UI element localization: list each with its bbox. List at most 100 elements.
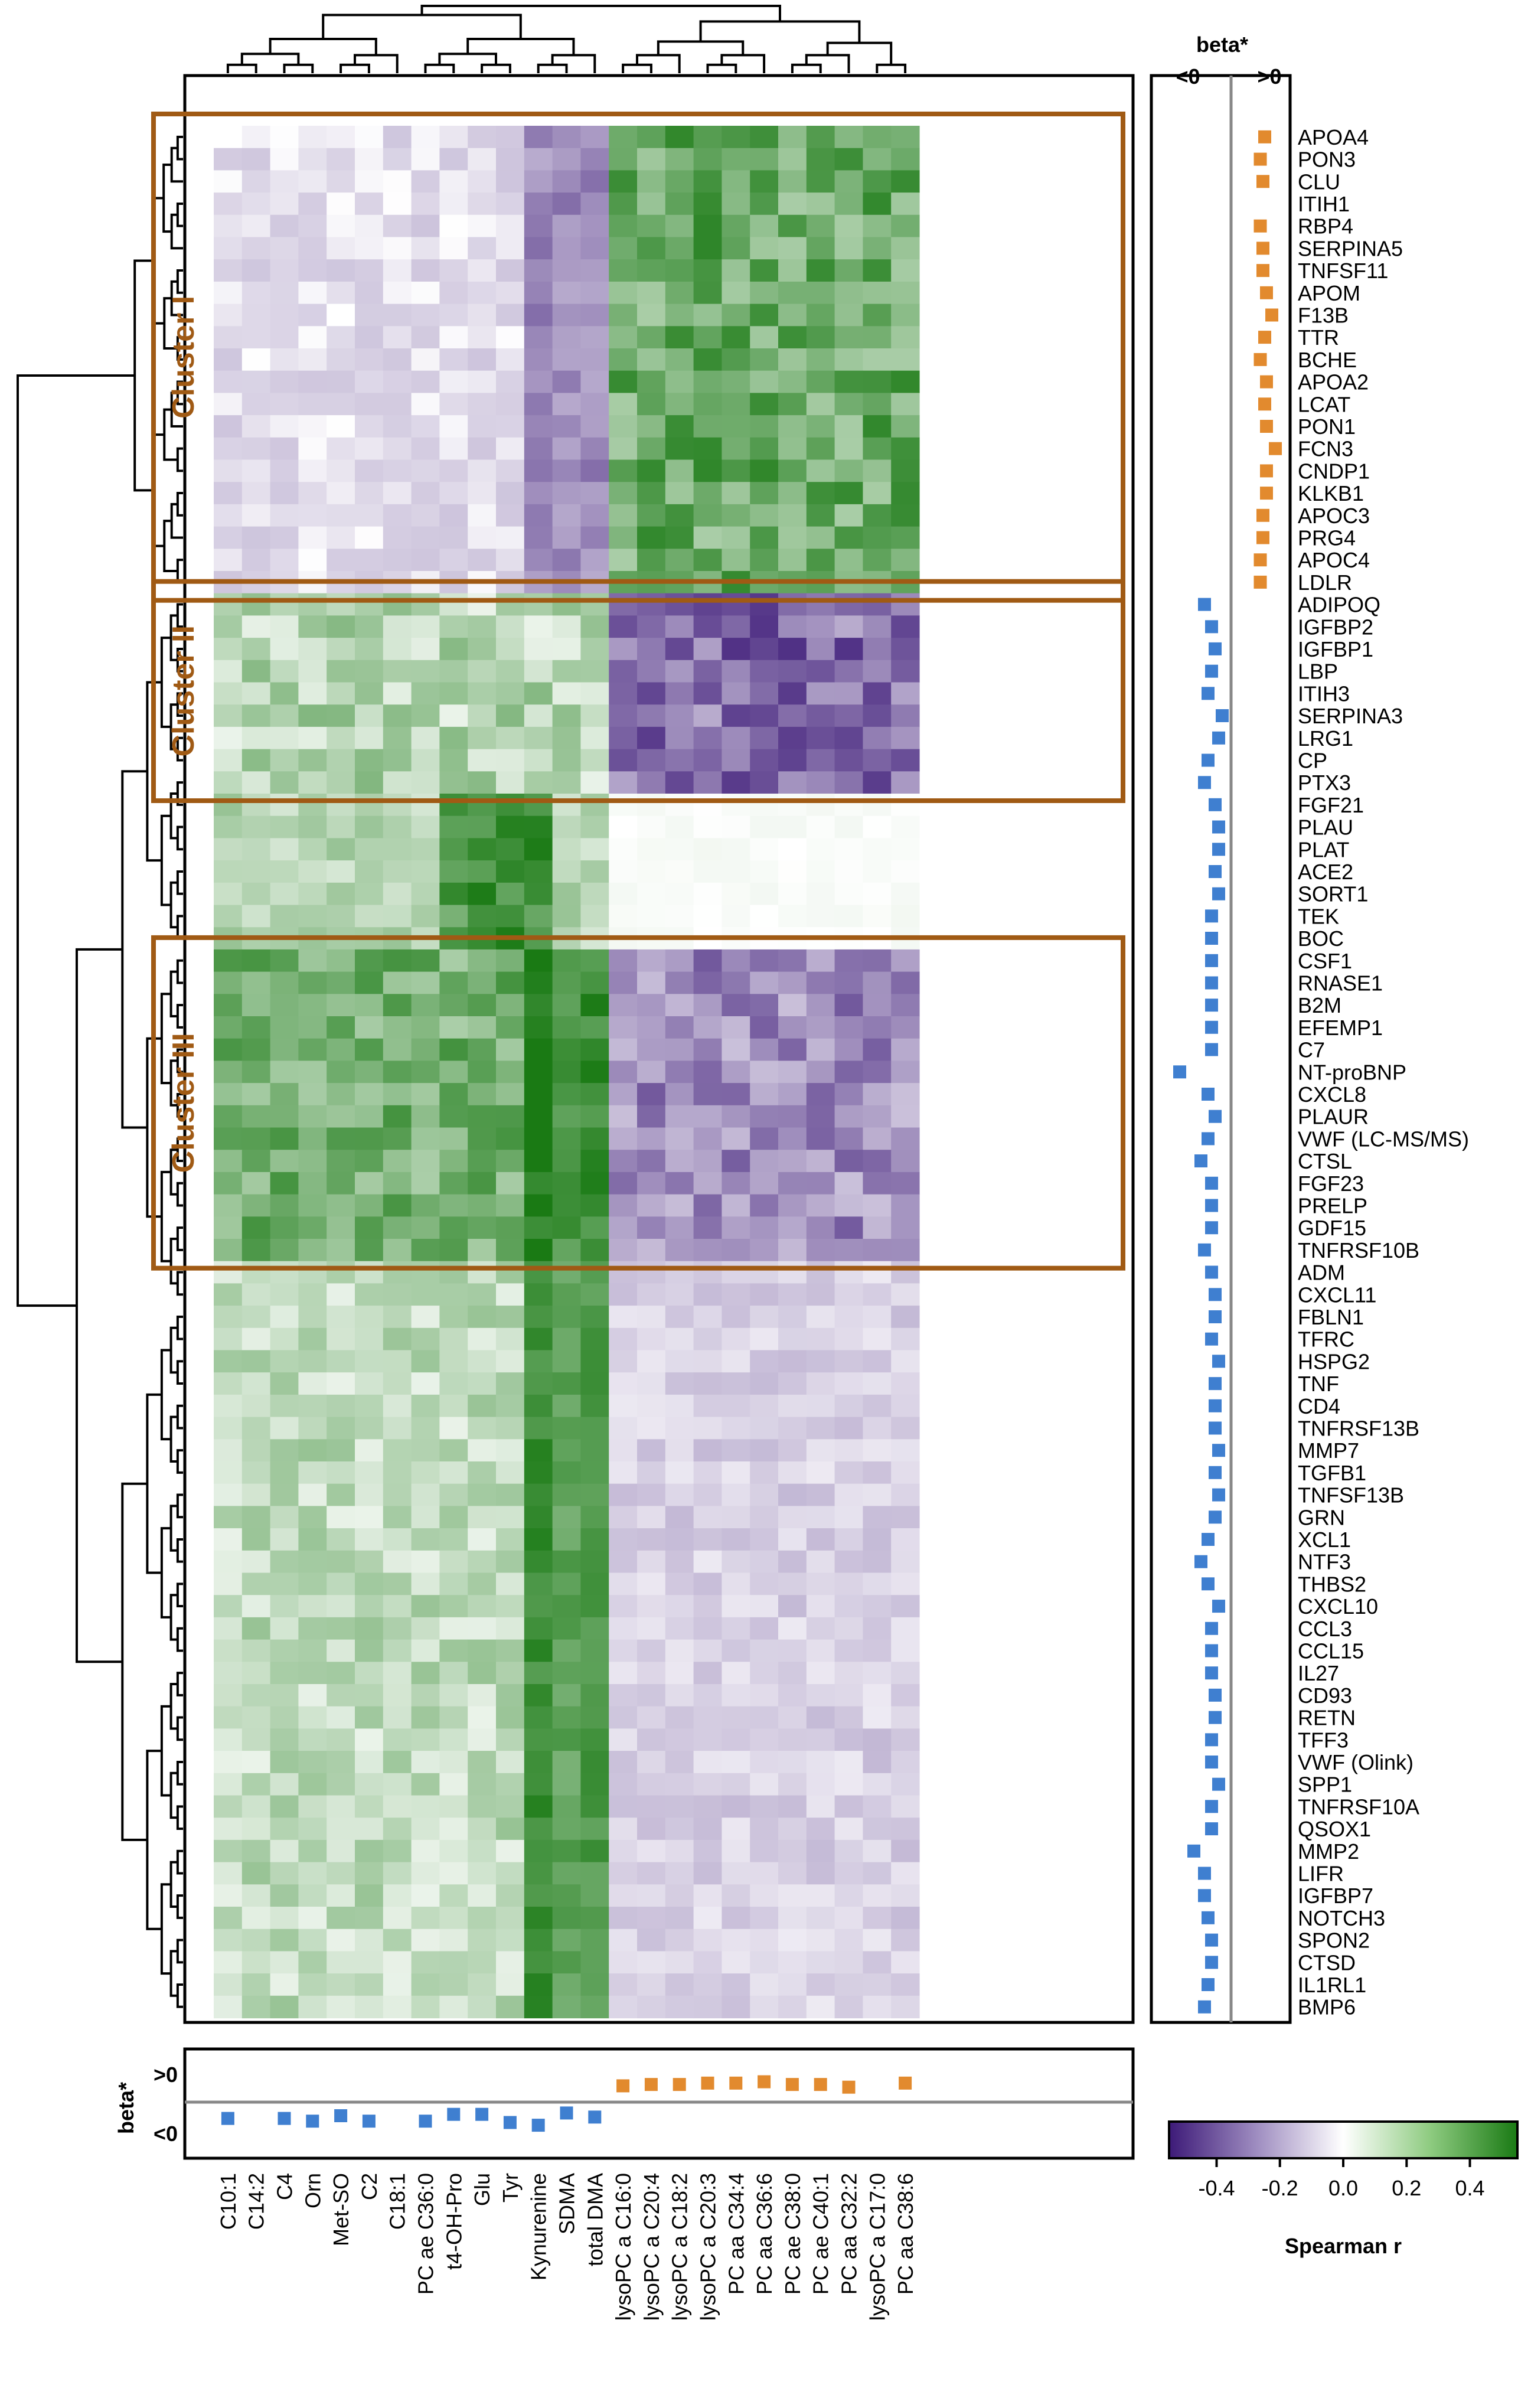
heatmap-cell [355, 1439, 384, 1462]
heatmap-cell [552, 1327, 581, 1351]
heatmap-cell [439, 1439, 468, 1462]
heatmap-cell [327, 393, 355, 416]
heatmap-cell [863, 1550, 892, 1574]
heatmap-cell [327, 704, 355, 727]
heatmap-cell [580, 1194, 609, 1217]
heatmap-cell [468, 237, 497, 260]
heatmap-cell [722, 437, 750, 461]
heatmap-cell [298, 1773, 327, 1796]
heatmap-cell [355, 1372, 384, 1395]
heatmap-cell [834, 1951, 863, 1974]
heatmap-cell [665, 1662, 694, 1685]
heatmap-cell [241, 771, 271, 794]
heatmap-cell [750, 1372, 779, 1395]
row-beta-marker [1202, 1088, 1215, 1101]
row-label: APOA4 [1298, 125, 1369, 149]
heatmap-cell [214, 1728, 243, 1751]
heatmap-cell [496, 1350, 525, 1373]
heatmap-cell [863, 1016, 892, 1039]
heatmap-cell [383, 304, 412, 327]
heatmap-cell [439, 749, 468, 772]
heatmap-cell [637, 1662, 666, 1685]
heatmap-cell [778, 459, 807, 482]
heatmap-cell [355, 437, 384, 461]
heatmap-cell [241, 615, 271, 638]
heatmap-cell [609, 482, 638, 505]
heatmap-cell [722, 370, 750, 393]
heatmap-cell [241, 1862, 271, 1885]
heatmap-cell [298, 1862, 327, 1885]
heatmap-cell [241, 905, 271, 928]
heatmap-cell [468, 192, 497, 216]
heatmap-cell [411, 1261, 440, 1284]
heatmap-cell [298, 1350, 327, 1373]
heatmap-cell [778, 504, 807, 527]
heatmap-cell [524, 1394, 553, 1418]
heatmap-cell [806, 415, 835, 438]
heatmap-cell [693, 1439, 722, 1462]
heatmap-cell [241, 682, 271, 705]
heatmap-cell [383, 1506, 412, 1529]
heatmap-cell [383, 771, 412, 794]
heatmap-cell [468, 638, 497, 661]
heatmap-cell [863, 1372, 892, 1395]
heatmap-cell [891, 482, 920, 505]
heatmap-cell [411, 1929, 440, 1952]
heatmap-cell [214, 415, 243, 438]
heatmap-cell [383, 838, 412, 861]
heatmap-cell [834, 949, 863, 973]
heatmap-cell [665, 1327, 694, 1351]
heatmap-cell [383, 326, 412, 349]
heatmap-cell [270, 994, 299, 1017]
heatmap-cell [270, 1417, 299, 1440]
column-beta-marker [785, 2078, 799, 2091]
heatmap-cell [496, 771, 525, 794]
heatmap-cell [609, 682, 638, 705]
heatmap-cell [665, 1261, 694, 1284]
heatmap-cell [863, 615, 892, 638]
heatmap-cell [637, 1439, 666, 1462]
heatmap-cell [270, 1839, 299, 1863]
heatmap-cell [439, 1639, 468, 1662]
heatmap-cell [411, 638, 440, 661]
heatmap-cell [863, 1706, 892, 1729]
heatmap-cell [496, 905, 525, 928]
heatmap-cell [863, 838, 892, 861]
heatmap-cell [383, 393, 412, 416]
heatmap-cell [834, 1216, 863, 1239]
heatmap-cell [750, 1572, 779, 1595]
heatmap-cell [439, 1172, 468, 1195]
dendrogram-branch [420, 5, 781, 22]
heatmap-cell [722, 1528, 750, 1551]
dendrogram-branch [176, 1360, 183, 1385]
heatmap-cell [241, 148, 271, 171]
heatmap-cell [609, 1194, 638, 1217]
column-label: lysoPC a C18:2 [668, 2173, 692, 2321]
heatmap-cell [609, 1684, 638, 1707]
dendrogram-branch [176, 1449, 183, 1474]
heatmap-cell [637, 1506, 666, 1529]
heatmap-cell [524, 1038, 553, 1061]
heatmap-cell [214, 615, 243, 638]
heatmap-cell [411, 1038, 440, 1061]
heatmap-cell [524, 1417, 553, 1440]
heatmap-cell [665, 437, 694, 461]
dendrogram-branch [176, 1271, 183, 1296]
heatmap-cell [552, 526, 581, 549]
heatmap-cell [439, 126, 468, 149]
heatmap-cell [524, 1795, 553, 1818]
heatmap-cell [750, 1483, 779, 1506]
heatmap-cell [806, 1038, 835, 1061]
heatmap-cell [665, 1506, 694, 1529]
heatmap-cell [552, 905, 581, 928]
heatmap-cell [693, 170, 722, 193]
heatmap-cell [609, 1951, 638, 1974]
heatmap-cell [722, 838, 750, 861]
heatmap-cell [580, 1439, 609, 1462]
heatmap-cell [609, 1751, 638, 1774]
heatmap-cell [468, 815, 497, 838]
heatmap-cell [355, 638, 384, 661]
heatmap-cell [778, 1795, 807, 1818]
heatmap-cell [327, 1706, 355, 1729]
heatmap-cell [524, 860, 553, 883]
